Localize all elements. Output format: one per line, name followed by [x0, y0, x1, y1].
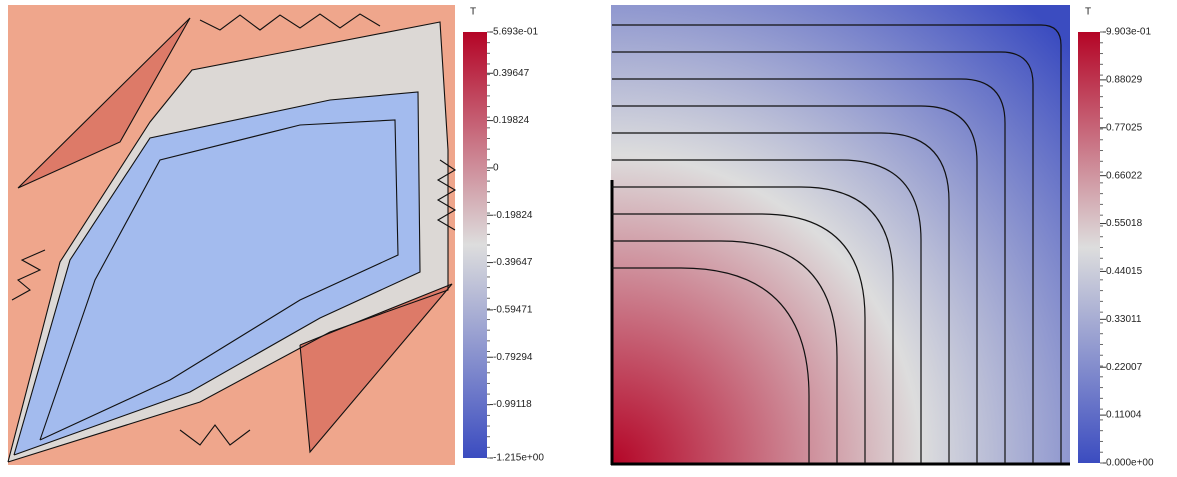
colorbar-tick-label: 0.44015: [1106, 266, 1143, 277]
colorbar-tick-label: 0.000e+00: [1106, 458, 1154, 469]
colorbar-title: T: [470, 7, 476, 18]
colorbar-tick-label: 9.903e-01: [1106, 27, 1151, 38]
colorbar-title: T: [1085, 7, 1091, 18]
contour-line: [612, 267, 810, 463]
right-field: [610, 5, 1070, 466]
colorbar: [1078, 32, 1100, 463]
colorbar-tick-label: 0.88029: [1106, 75, 1143, 86]
contour-line: [612, 51, 1034, 463]
colorbar-tick-label: 0.66022: [1106, 170, 1143, 181]
contour-line: [612, 213, 866, 463]
contour-line: [612, 105, 978, 463]
contour-line: [612, 132, 950, 463]
colorbar-tick-label: -0.59471: [493, 305, 533, 316]
colorbar-tick-label: -0.79294: [493, 352, 533, 363]
colorbar-tick-label: 5.693e-01: [493, 27, 538, 38]
contour-line: [612, 78, 1006, 463]
colorbar-tick-label: -1.215e+00: [493, 453, 544, 464]
colorbar-tick-label: 0.22007: [1106, 362, 1143, 373]
colorbar-tick-label: -0.19824: [493, 210, 533, 221]
contour-line: [612, 24, 1062, 463]
colorbar-tick-label: 0.19824: [493, 115, 530, 126]
colorbar-tick-label: 0.33011: [1106, 314, 1142, 325]
colorbar: [463, 32, 487, 458]
contour-line: [612, 240, 838, 463]
colorbar-tick-label: 0.11004: [1106, 410, 1142, 421]
colorbar-tick-label: -0.99118: [493, 399, 532, 410]
colorbar-tick-label: 0: [493, 163, 499, 174]
colorbar-tick-label: 0.39647: [493, 68, 530, 79]
colorbar-tick-label: 0.55018: [1106, 218, 1143, 229]
colorbar-tick-label: 0.77025: [1106, 122, 1143, 133]
left-field: [7, 5, 457, 465]
contour-line: [612, 159, 922, 463]
contour-line: [612, 186, 894, 463]
colorbar-tick-label: -0.39647: [493, 257, 533, 268]
